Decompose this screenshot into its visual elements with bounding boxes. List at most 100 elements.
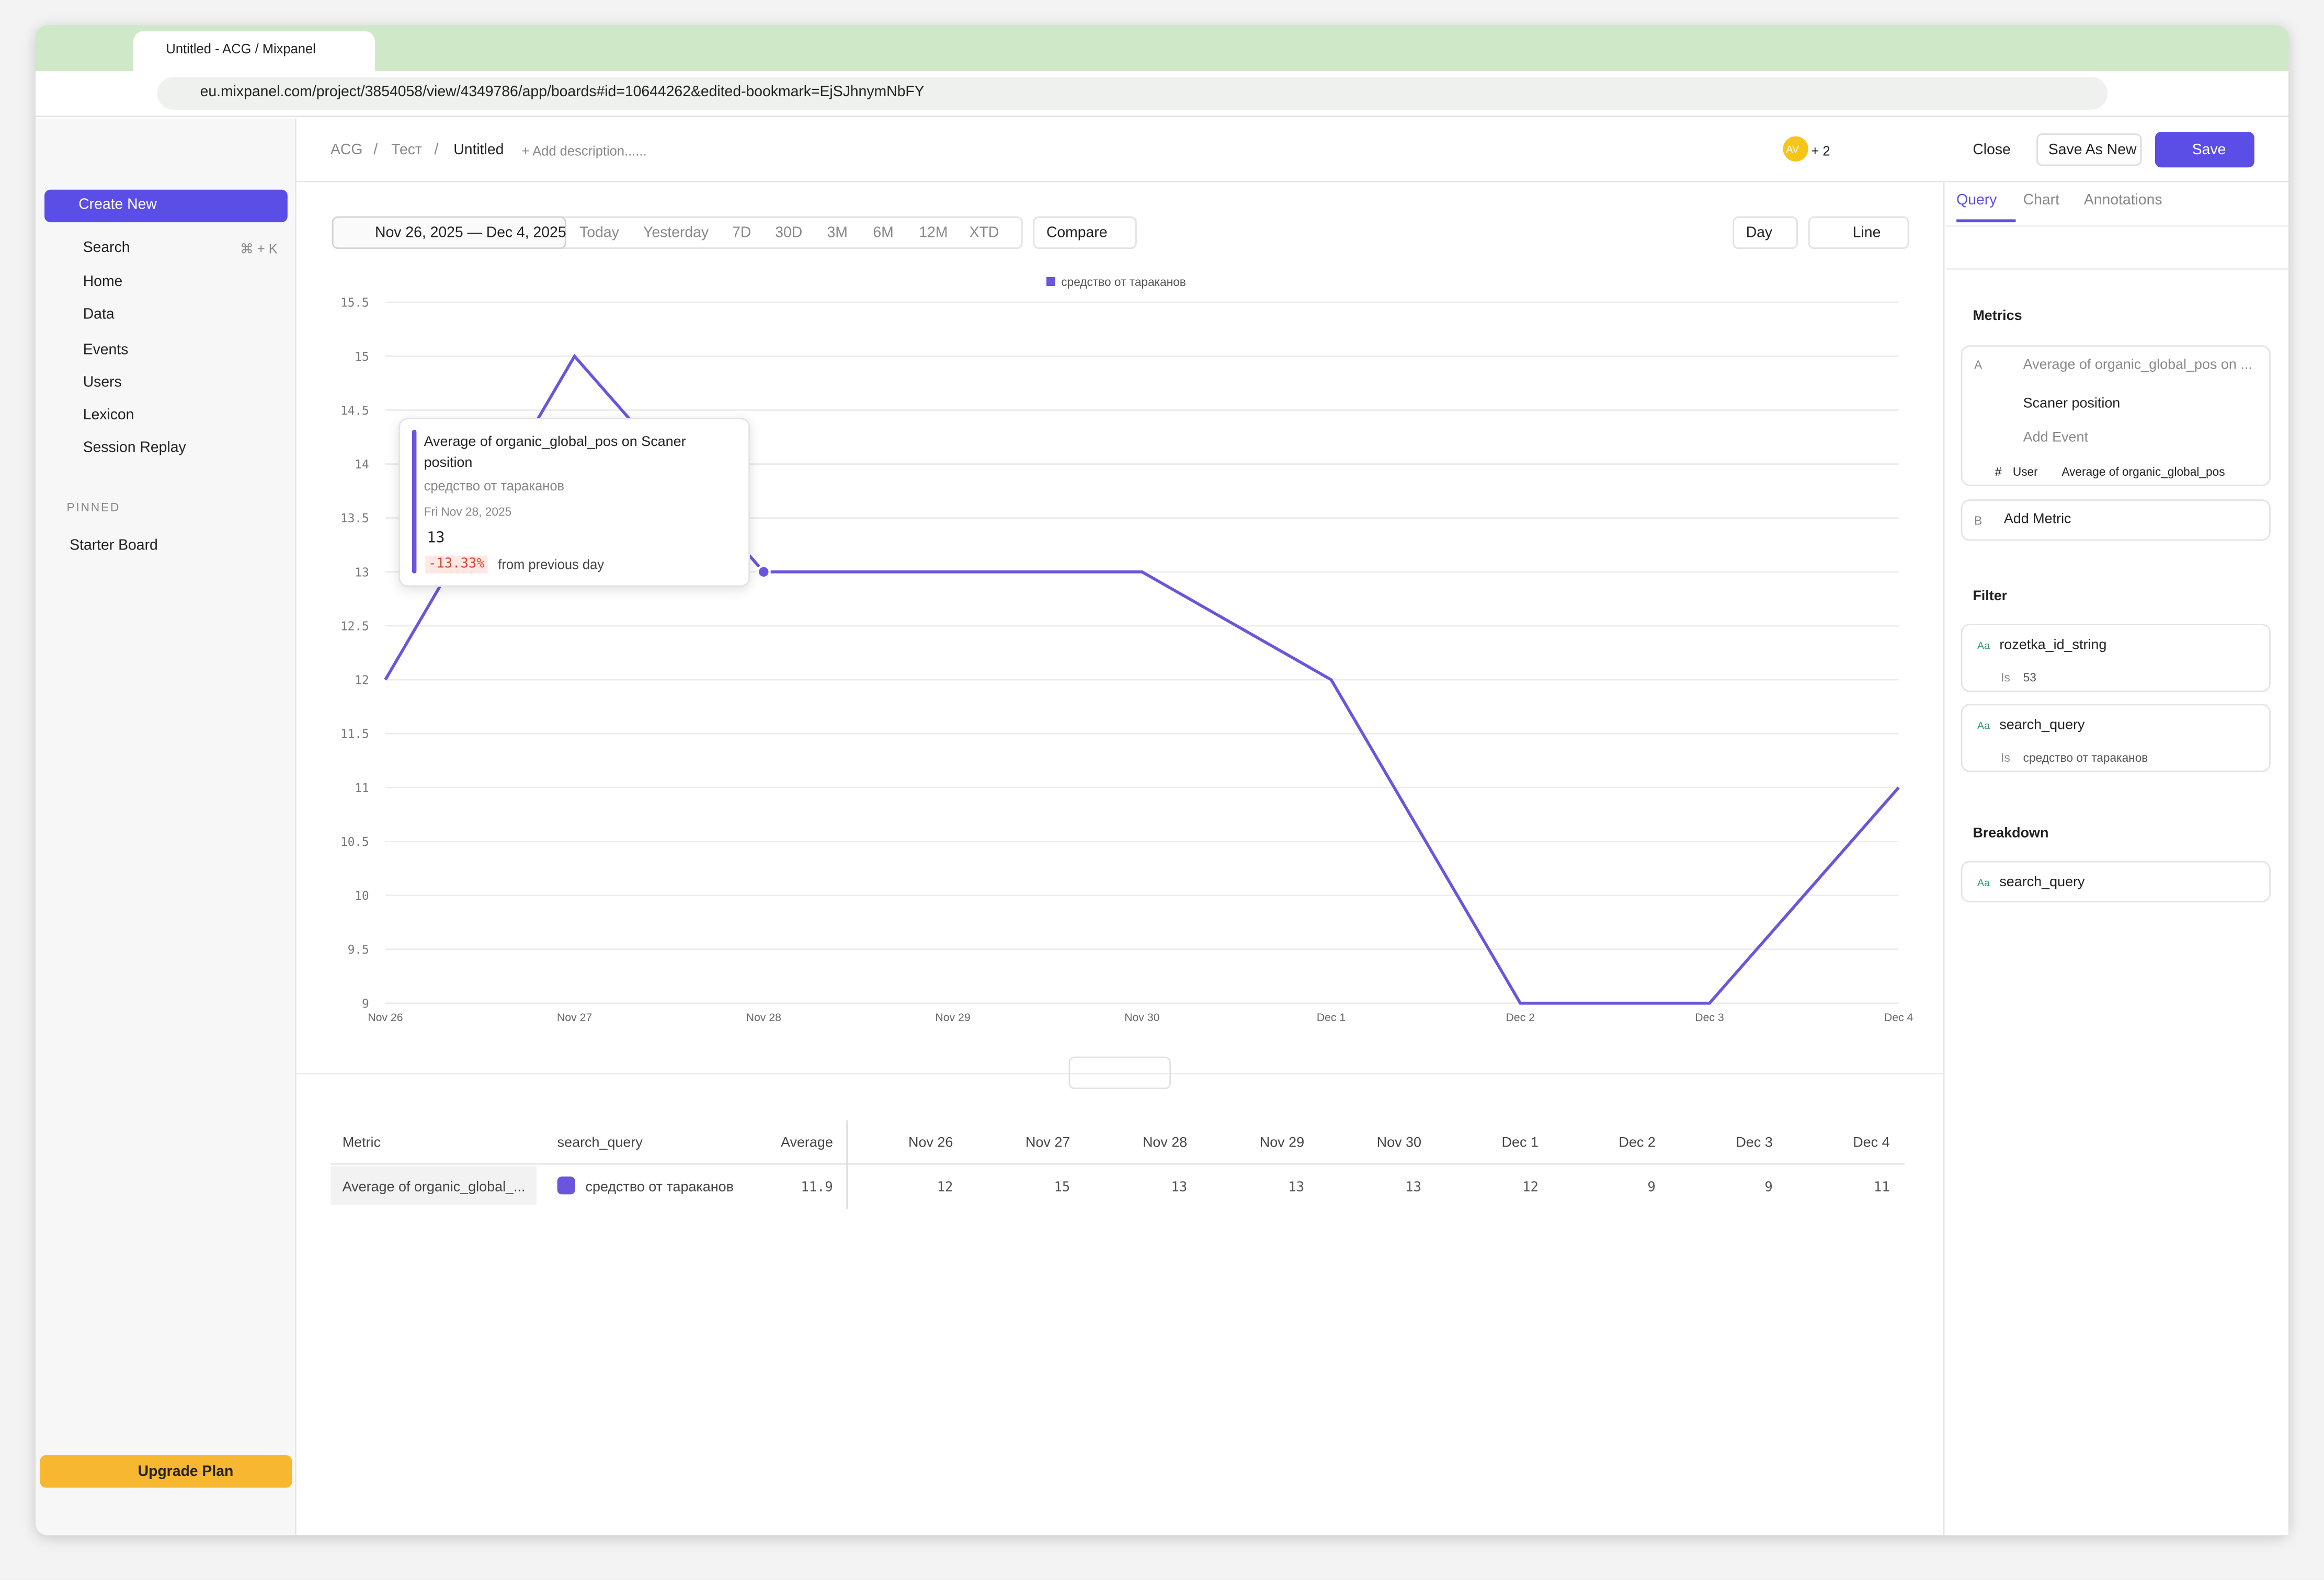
- range-option[interactable]: XTD: [969, 225, 999, 242]
- close-button[interactable]: Close: [1973, 142, 2011, 159]
- column-header: Metric: [342, 1135, 381, 1152]
- compare-label[interactable]: Compare: [1046, 225, 1108, 242]
- nav-item[interactable]: Session Replay: [83, 440, 186, 456]
- table-cell: 13: [1405, 1181, 1421, 1196]
- pinned-item[interactable]: Starter Board: [70, 537, 158, 554]
- filter-name[interactable]: search_query: [1999, 717, 2085, 734]
- breadcrumb[interactable]: Тест: [391, 142, 422, 159]
- column-header: Dec 2: [1619, 1135, 1656, 1152]
- filter-op: Is: [2001, 671, 2010, 685]
- tab-title[interactable]: Untitled - ACG / Mixpanel: [166, 41, 316, 56]
- metric-label[interactable]: Average of organic_global_pos on ...: [2023, 357, 2252, 374]
- section-heading: PINNED: [66, 500, 121, 514]
- range-option[interactable]: 30D: [775, 225, 803, 242]
- panel-tab[interactable]: Annotations: [2083, 192, 2162, 209]
- tooltip-date: Fri Nov 28, 2025: [424, 505, 512, 519]
- tooltip-change-text: from previous day: [498, 557, 605, 573]
- upgrade-label[interactable]: Upgrade Plan: [138, 1464, 234, 1481]
- x-tick-label: Nov 27: [557, 1011, 592, 1024]
- save-label[interactable]: Save: [2192, 142, 2226, 159]
- interval-button[interactable]: [1733, 216, 1798, 249]
- type-icon: Aa: [1977, 722, 1990, 732]
- compare-button[interactable]: [1033, 216, 1137, 249]
- avatar-initials: AV: [1786, 145, 1799, 156]
- date-range[interactable]: Nov 26, 2025 — Dec 4, 2025: [375, 225, 566, 242]
- panel-tab[interactable]: Chart: [2023, 192, 2059, 209]
- filter-value[interactable]: 53: [2023, 671, 2036, 685]
- nav-item[interactable]: Data: [83, 306, 115, 323]
- filter-name[interactable]: rozetka_id_string: [1999, 637, 2107, 654]
- y-tick-label: 12.5: [340, 620, 369, 633]
- column-header: Nov 30: [1376, 1135, 1421, 1152]
- tooltip-value: 13: [427, 530, 445, 547]
- range-option[interactable]: Today: [579, 225, 619, 242]
- x-tick-label: Nov 28: [746, 1011, 781, 1024]
- breakdown-card[interactable]: [1961, 861, 2271, 903]
- chart-type-label[interactable]: Line: [1852, 225, 1881, 242]
- url[interactable]: eu.mixpanel.com/project/3854058/view/434…: [200, 84, 925, 101]
- y-tick-label: 11: [355, 782, 369, 795]
- window: [36, 25, 2289, 1536]
- breadcrumb[interactable]: ACG: [331, 142, 363, 159]
- date-picker[interactable]: [332, 216, 566, 249]
- range-option[interactable]: 7D: [732, 225, 751, 242]
- chart-type-button[interactable]: [1808, 216, 1909, 249]
- add-description[interactable]: + Add description......: [521, 143, 647, 159]
- table-cell: Average of organic_global_...: [342, 1180, 526, 1196]
- x-tick-label: Dec 2: [1506, 1011, 1535, 1024]
- y-tick-label: 15: [355, 350, 369, 364]
- table-cell: 12: [937, 1181, 953, 1196]
- tab[interactable]: [133, 31, 375, 72]
- breadcrumb-separator: /: [373, 142, 378, 159]
- metric-event[interactable]: Scaner position: [2023, 395, 2121, 412]
- create-new-button[interactable]: [44, 189, 288, 223]
- panel-tab[interactable]: Query: [1956, 192, 1997, 209]
- add-event[interactable]: Add Event: [2023, 429, 2088, 446]
- url-field[interactable]: [157, 77, 2108, 110]
- range-option[interactable]: 12M: [919, 225, 948, 242]
- filter-value[interactable]: средство от тараканов: [2023, 751, 2148, 765]
- column-header: Nov 26: [908, 1135, 953, 1152]
- nav-subitem[interactable]: Events: [83, 342, 129, 359]
- y-tick-label: 9.5: [348, 943, 369, 957]
- column-header: search_query: [557, 1135, 643, 1152]
- metric-property[interactable]: Average of organic_global_pos: [2061, 465, 2225, 479]
- interval-label[interactable]: Day: [1746, 225, 1773, 242]
- save-as-new-button[interactable]: [2036, 133, 2142, 166]
- nav-item[interactable]: Search: [83, 240, 130, 257]
- table-cell: 13: [1171, 1181, 1188, 1196]
- breadcrumb: Untitled: [453, 142, 504, 159]
- create-new-label[interactable]: Create New: [78, 197, 157, 214]
- y-tick-label: 13.5: [340, 512, 369, 525]
- nav-subitem[interactable]: Lexicon: [83, 407, 134, 424]
- column-header: Nov 28: [1142, 1135, 1188, 1152]
- metric-cell: [331, 1166, 537, 1205]
- metric-user[interactable]: User: [2012, 465, 2038, 479]
- upgrade-button[interactable]: [40, 1455, 292, 1488]
- y-tick-label: 12: [355, 674, 369, 688]
- filter-card[interactable]: [1961, 704, 2271, 772]
- series-swatch: [557, 1176, 575, 1195]
- add-metric-card[interactable]: [1961, 499, 2271, 541]
- filter-card[interactable]: [1961, 624, 2271, 692]
- nav-subitem[interactable]: Users: [83, 375, 122, 392]
- view-icons[interactable]: [1946, 225, 2289, 270]
- metric-letter: B: [1974, 514, 1983, 528]
- save-as-new-label[interactable]: Save As New: [2048, 142, 2137, 159]
- breakdown-name[interactable]: search_query: [1999, 874, 2085, 891]
- layout-switch[interactable]: [1068, 1056, 1171, 1090]
- range-option[interactable]: Yesterday: [643, 225, 709, 242]
- table-divider: [331, 1163, 1905, 1165]
- table-cell: 12: [1522, 1181, 1539, 1196]
- range-option[interactable]: 6M: [873, 225, 894, 242]
- avatar: [1783, 136, 1808, 162]
- metric-card[interactable]: [1961, 345, 2271, 486]
- add-metric[interactable]: Add Metric: [2003, 511, 2071, 528]
- range-option[interactable]: 3M: [827, 225, 848, 242]
- x-tick-label: Nov 29: [935, 1011, 970, 1024]
- table-divider: [846, 1120, 848, 1209]
- hash: #: [1995, 465, 2002, 479]
- save-button[interactable]: [2155, 132, 2254, 168]
- nav-item[interactable]: Home: [83, 274, 123, 291]
